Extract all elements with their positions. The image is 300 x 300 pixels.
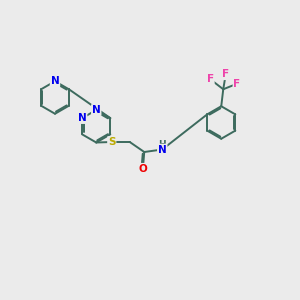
Text: H: H [158,140,166,148]
Text: N: N [78,113,87,123]
Text: F: F [233,79,241,89]
Text: N: N [51,76,59,86]
Text: N: N [158,145,167,154]
Text: O: O [139,164,147,174]
Text: N: N [92,105,100,115]
Text: F: F [207,74,214,84]
Text: S: S [108,137,116,147]
Text: F: F [222,69,229,79]
